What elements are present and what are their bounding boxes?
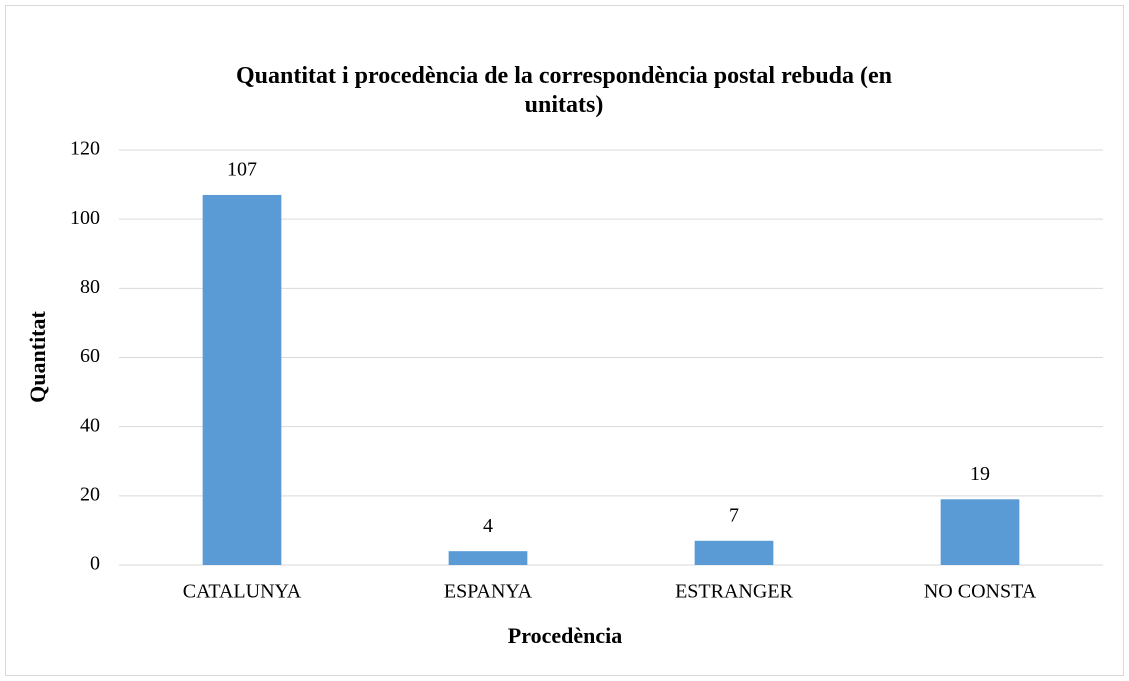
chart-title: Quantitat i procedència de la correspond… xyxy=(235,63,892,118)
y-tick-label: 120 xyxy=(70,138,100,160)
bar xyxy=(940,499,1020,565)
chart-border xyxy=(5,5,1124,676)
bar xyxy=(202,194,282,566)
x-axis-label: Procedència xyxy=(508,623,622,648)
data-label: 4 xyxy=(483,515,493,537)
data-label: 19 xyxy=(970,463,990,485)
x-tick-label: CATALUNYA xyxy=(183,581,302,603)
y-axis-label: Quantitat xyxy=(25,310,50,402)
y-tick-label: 100 xyxy=(70,207,100,229)
x-tick-label: ESTRANGER xyxy=(675,581,793,603)
y-tick-label: 0 xyxy=(90,553,100,575)
y-tick-label: 60 xyxy=(80,345,100,367)
data-label: 7 xyxy=(729,504,739,526)
y-tick-label: 80 xyxy=(80,276,100,298)
bar xyxy=(694,540,774,565)
x-tick-label: NO CONSTA xyxy=(924,581,1037,603)
x-tick-label: ESPANYA xyxy=(444,581,533,603)
y-tick-label: 20 xyxy=(80,483,100,505)
bar xyxy=(448,551,528,565)
y-tick-label: 40 xyxy=(80,414,100,436)
data-label: 107 xyxy=(227,159,257,181)
